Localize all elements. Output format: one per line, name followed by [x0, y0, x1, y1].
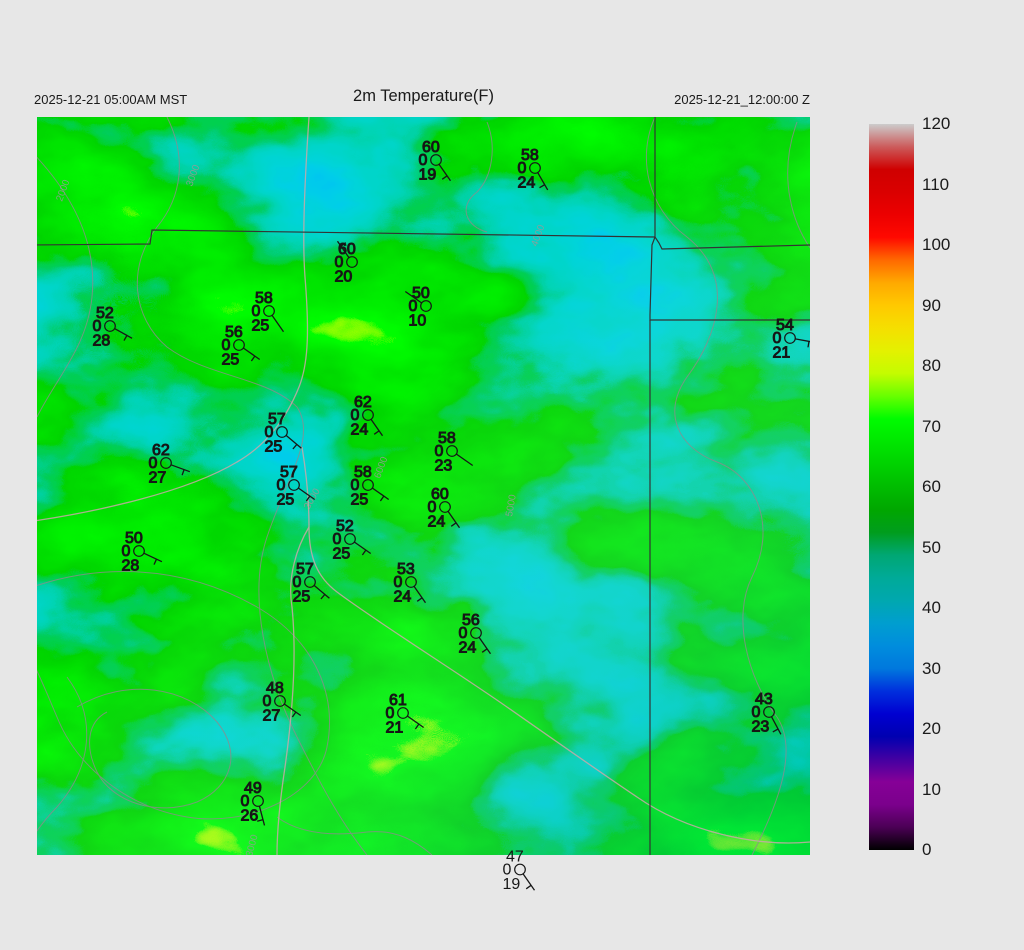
svg-text:19: 19 — [503, 876, 521, 893]
